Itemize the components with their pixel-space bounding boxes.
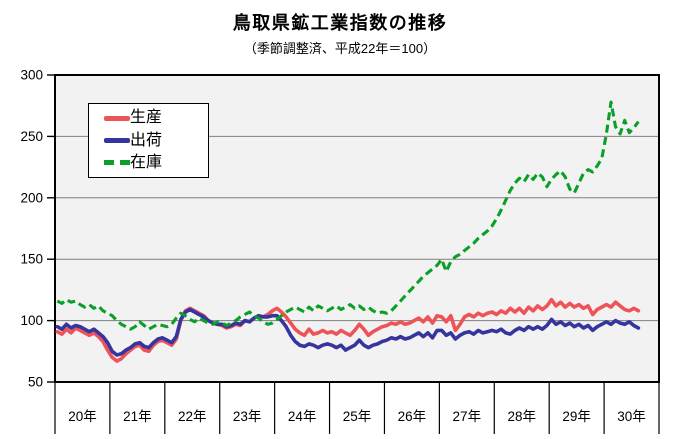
x-axis-label: 23年 xyxy=(233,409,262,424)
legend-item-production: 生産 xyxy=(104,110,208,126)
x-axis-label: 21年 xyxy=(123,409,152,424)
legend-item-inventory: 在庫 xyxy=(104,153,208,171)
shipment-line-swatch xyxy=(104,138,130,143)
x-axis-label: 29年 xyxy=(562,409,591,424)
legend-item-shipment: 出荷 xyxy=(104,131,208,149)
x-axis-label: 26年 xyxy=(398,409,427,424)
series-line-出荷 xyxy=(55,307,641,357)
y-axis-label: 300 xyxy=(20,68,43,83)
plot-border xyxy=(54,74,660,383)
x-axis-label: 27年 xyxy=(453,409,482,424)
y-axis-label: 250 xyxy=(20,129,43,144)
legend-label-production: 生産 xyxy=(130,109,163,127)
production-line-swatch xyxy=(104,115,130,121)
x-axis-label: 22年 xyxy=(178,409,207,424)
legend: 生産 出荷 在庫 xyxy=(88,103,209,178)
inventory-line-swatch xyxy=(104,160,130,166)
legend-label-inventory: 在庫 xyxy=(130,153,163,171)
y-axis-label: 150 xyxy=(20,252,43,267)
x-axis-label: 24年 xyxy=(288,409,317,424)
y-axis-label: 100 xyxy=(20,313,43,328)
chart-subtitle: （季節調整済、平成22年＝100） xyxy=(243,41,437,56)
legend-label-shipment: 出荷 xyxy=(130,131,163,149)
series-line-在庫 xyxy=(56,100,640,331)
y-axis-label: 200 xyxy=(20,190,43,205)
x-axis-label: 30年 xyxy=(617,409,646,424)
chart-title: 鳥取県鉱工業指数の推移 xyxy=(232,13,448,33)
x-axis-label: 28年 xyxy=(507,409,536,424)
series-line-生産 xyxy=(55,297,641,363)
x-axis-label: 20年 xyxy=(68,409,97,424)
x-axis-label: 25年 xyxy=(343,409,372,424)
y-axis-label: 50 xyxy=(28,375,43,390)
